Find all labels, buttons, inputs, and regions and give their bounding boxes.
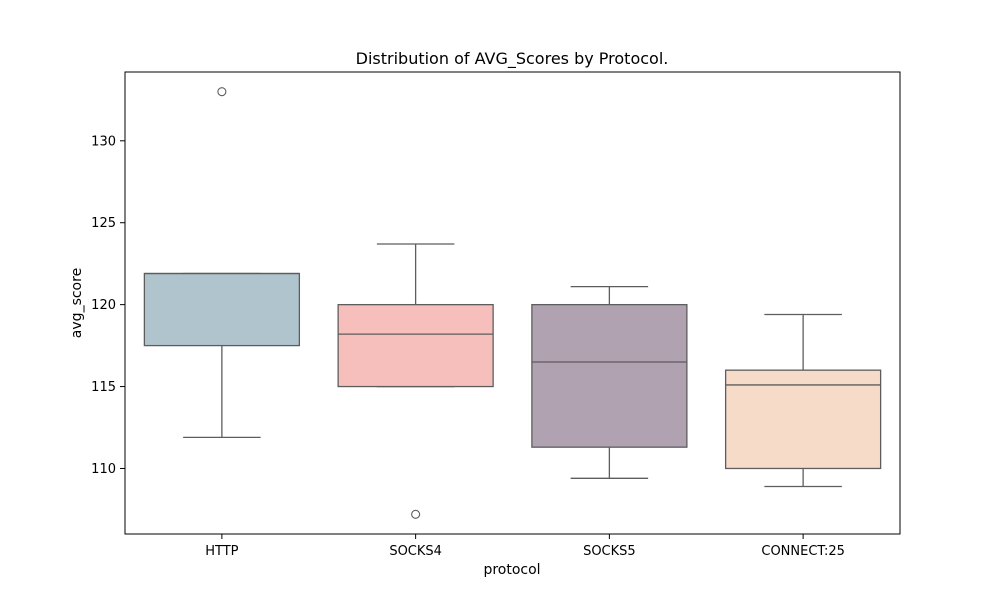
- y-tick-label: 115: [91, 380, 116, 395]
- chart-title: Distribution of AVG_Scores by Protocol.: [356, 49, 669, 69]
- y-tick-label: 130: [91, 134, 116, 149]
- x-tick-label: CONNECT:25: [761, 544, 844, 559]
- iqr-box: [143, 272, 301, 347]
- plot-frame: [124, 71, 901, 535]
- x-axis: HTTP SOCKS4 SOCKS5 CONNECT:25: [205, 534, 845, 559]
- iqr-box: [724, 369, 882, 470]
- plot-marks: [143, 87, 882, 519]
- x-axis-label: protocol: [483, 562, 540, 578]
- x-tick-label: HTTP: [205, 544, 238, 559]
- y-axis: 110 115 120 125 130: [91, 134, 125, 477]
- iqr-box: [337, 303, 494, 388]
- iqr-box: [531, 303, 688, 448]
- box-group-connect-25: [724, 313, 882, 488]
- y-tick-label: 125: [91, 216, 116, 231]
- outlier-point: [217, 87, 227, 97]
- y-tick-label: 120: [91, 298, 116, 313]
- box-group-socks4: [337, 243, 494, 519]
- outlier-point: [411, 509, 421, 519]
- x-tick-label: SOCKS4: [389, 544, 442, 559]
- x-tick-label: SOCKS5: [583, 544, 636, 559]
- y-tick-label: 110: [91, 462, 116, 477]
- y-axis-label: avg_score: [69, 268, 85, 338]
- box-group-http: [143, 87, 301, 438]
- box-group-socks5: [531, 285, 688, 479]
